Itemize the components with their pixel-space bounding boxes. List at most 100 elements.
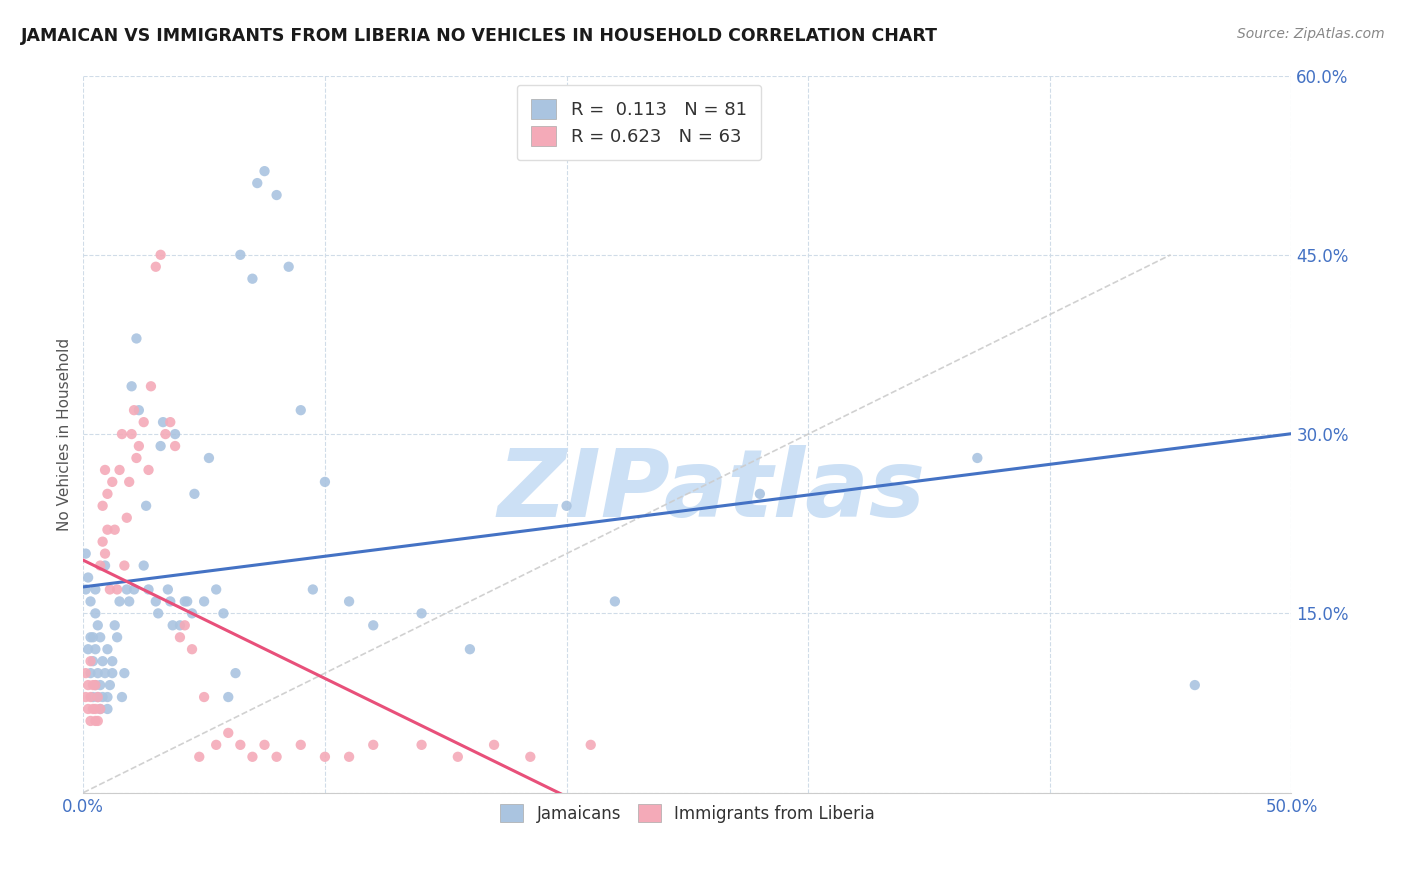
- Point: [217, 690, 239, 704]
- Point: [79, 666, 101, 681]
- Point: [79, 654, 101, 668]
- Point: [519, 749, 541, 764]
- Point: [165, 427, 187, 442]
- Point: [138, 582, 160, 597]
- Point: [87, 618, 110, 632]
- Point: [115, 582, 138, 597]
- Point: [84, 678, 107, 692]
- Point: [121, 379, 143, 393]
- Point: [87, 666, 110, 681]
- Point: [82, 702, 104, 716]
- Point: [98, 582, 121, 597]
- Point: [82, 678, 104, 692]
- Point: [748, 487, 770, 501]
- Point: [79, 594, 101, 608]
- Point: [337, 594, 360, 608]
- Point: [361, 738, 384, 752]
- Point: [87, 690, 110, 704]
- Point: [94, 558, 117, 573]
- Point: [79, 630, 101, 644]
- Point: [225, 666, 247, 681]
- Point: [152, 415, 174, 429]
- Point: [173, 594, 195, 608]
- Point: [145, 594, 167, 608]
- Point: [149, 439, 172, 453]
- Point: [94, 547, 117, 561]
- Point: [212, 607, 235, 621]
- Point: [411, 738, 433, 752]
- Point: [122, 582, 145, 597]
- Point: [105, 582, 128, 597]
- Point: [87, 690, 110, 704]
- Point: [101, 475, 124, 489]
- Point: [139, 379, 162, 393]
- Point: [253, 164, 276, 178]
- Point: [176, 594, 198, 608]
- Point: [84, 607, 107, 621]
- Point: [205, 582, 228, 597]
- Point: [75, 690, 97, 704]
- Point: [277, 260, 299, 274]
- Legend: Jamaicans, Immigrants from Liberia: Jamaicans, Immigrants from Liberia: [488, 792, 887, 835]
- Point: [84, 702, 107, 716]
- Point: [266, 188, 288, 202]
- Point: [84, 678, 107, 692]
- Point: [188, 749, 211, 764]
- Point: [149, 248, 172, 262]
- Point: [159, 415, 181, 429]
- Point: [84, 642, 107, 657]
- Point: [75, 582, 97, 597]
- Point: [242, 749, 264, 764]
- Point: [125, 331, 148, 345]
- Point: [198, 450, 221, 465]
- Point: [96, 702, 118, 716]
- Point: [112, 666, 135, 681]
- Point: [246, 176, 269, 190]
- Point: [75, 547, 97, 561]
- Point: [77, 642, 100, 657]
- Point: [165, 439, 187, 453]
- Point: [118, 594, 141, 608]
- Point: [91, 690, 114, 704]
- Point: [79, 690, 101, 704]
- Point: [96, 690, 118, 704]
- Point: [91, 654, 114, 668]
- Point: [242, 271, 264, 285]
- Point: [82, 630, 104, 644]
- Point: [104, 618, 127, 632]
- Point: [96, 523, 118, 537]
- Point: [118, 475, 141, 489]
- Point: [314, 749, 336, 764]
- Point: [132, 558, 155, 573]
- Point: [290, 738, 312, 752]
- Point: [183, 487, 205, 501]
- Point: [87, 714, 110, 728]
- Point: [75, 666, 97, 681]
- Point: [79, 714, 101, 728]
- Point: [173, 618, 195, 632]
- Point: [96, 487, 118, 501]
- Point: [94, 666, 117, 681]
- Point: [253, 738, 276, 752]
- Point: [89, 702, 111, 716]
- Text: Source: ZipAtlas.com: Source: ZipAtlas.com: [1237, 27, 1385, 41]
- Point: [122, 403, 145, 417]
- Point: [108, 594, 131, 608]
- Point: [169, 630, 191, 644]
- Point: [128, 439, 150, 453]
- Point: [96, 642, 118, 657]
- Point: [108, 463, 131, 477]
- Point: [115, 510, 138, 524]
- Point: [193, 690, 215, 704]
- Point: [579, 738, 602, 752]
- Point: [104, 523, 127, 537]
- Point: [458, 642, 481, 657]
- Point: [138, 463, 160, 477]
- Point: [101, 666, 124, 681]
- Point: [1184, 678, 1206, 692]
- Point: [482, 738, 505, 752]
- Point: [89, 678, 111, 692]
- Point: [447, 749, 470, 764]
- Text: JAMAICAN VS IMMIGRANTS FROM LIBERIA NO VEHICLES IN HOUSEHOLD CORRELATION CHART: JAMAICAN VS IMMIGRANTS FROM LIBERIA NO V…: [21, 27, 938, 45]
- Point: [217, 726, 239, 740]
